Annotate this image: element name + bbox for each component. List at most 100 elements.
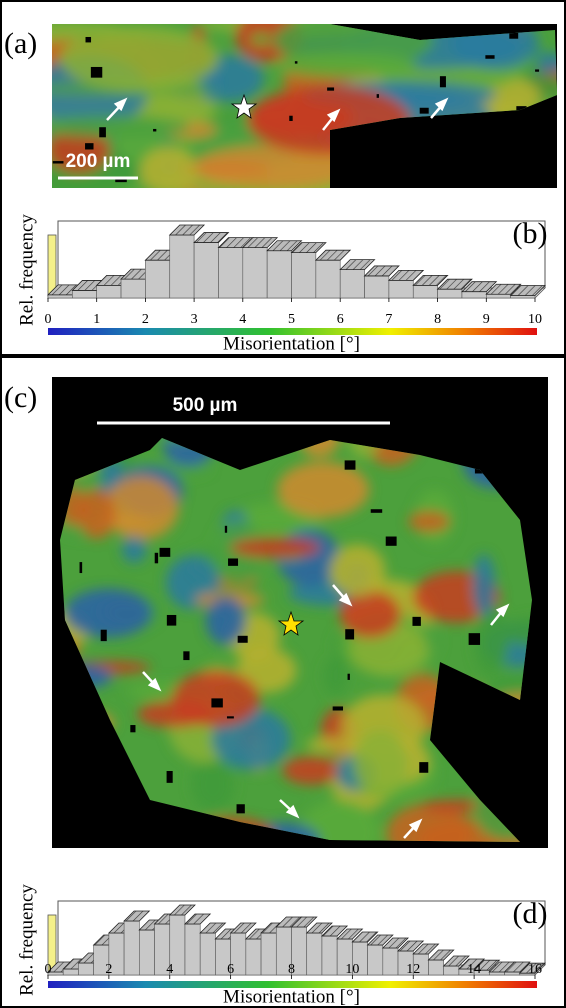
pore: [85, 143, 94, 150]
arrows: [106, 97, 510, 839]
bar: [139, 929, 155, 976]
bar: [291, 252, 317, 299]
bar: [96, 285, 122, 299]
bar-top: [442, 955, 470, 967]
pore: [370, 509, 383, 513]
pore: [159, 547, 171, 557]
pore: [226, 716, 234, 719]
x-tick-label: 7: [385, 312, 392, 327]
bar-top: [168, 224, 206, 236]
bar: [78, 962, 94, 976]
pore: [85, 36, 92, 43]
pore: [154, 552, 159, 564]
pore: [79, 562, 83, 574]
bar: [193, 242, 219, 299]
bar-top: [229, 922, 257, 934]
x-tick-label: 10: [345, 962, 359, 977]
pore: [236, 804, 245, 814]
x-tick-label: 14: [467, 962, 481, 977]
x-tick-label: 9: [483, 312, 490, 327]
bar: [120, 278, 146, 299]
pore: [485, 55, 495, 59]
pore: [153, 128, 157, 132]
bar-top: [412, 274, 449, 286]
grain: [205, 596, 246, 645]
grain: [191, 756, 235, 812]
grain: [230, 537, 321, 558]
panel-label: (d): [513, 897, 548, 930]
bar-top: [199, 922, 227, 934]
bar: [169, 234, 195, 299]
bar: [47, 294, 73, 299]
bar: [339, 269, 365, 299]
bar-top: [305, 922, 333, 934]
grain: [473, 605, 509, 676]
pore: [419, 762, 429, 773]
bar-top: [436, 278, 473, 290]
bar-top: [351, 931, 379, 943]
bar-top: [290, 242, 327, 254]
bar: [382, 947, 399, 976]
bar: [364, 275, 390, 299]
pore: [474, 466, 485, 474]
bar-top: [381, 937, 409, 949]
bar-top: [123, 910, 151, 922]
bar-top: [509, 285, 546, 296]
x-tick-label: 0: [45, 312, 52, 327]
pore: [166, 614, 177, 626]
grain: [339, 590, 401, 639]
bar-top: [412, 943, 440, 955]
grain: [250, 32, 272, 46]
bar: [62, 968, 79, 976]
back-wall: [57, 220, 546, 288]
grain: [353, 729, 408, 798]
bar-top: [518, 962, 546, 974]
bar-top: [184, 913, 212, 925]
bar-top: [503, 961, 531, 973]
pore: [228, 558, 239, 566]
bar-top: [397, 940, 425, 952]
pore: [509, 32, 519, 39]
bar-top: [460, 281, 498, 293]
pore: [385, 536, 397, 546]
grain: [323, 656, 348, 696]
x-tick-label: 0: [45, 962, 52, 977]
bar: [428, 959, 444, 976]
bar: [242, 247, 268, 299]
bar-top: [473, 959, 501, 971]
y-axis-label: Rel. frequency: [16, 214, 37, 326]
back-wall: [57, 900, 546, 965]
x-tick-label: 2: [142, 312, 149, 327]
pore: [166, 771, 173, 783]
pore: [294, 61, 298, 64]
bar-top: [339, 259, 376, 271]
pore: [99, 127, 106, 138]
grain: [300, 799, 380, 842]
panel-label: (c): [4, 381, 37, 414]
bar: [485, 293, 511, 299]
scale-bar-label: 500 µm: [173, 395, 238, 416]
bar-top: [168, 904, 196, 916]
x-tick-label: 1: [93, 312, 100, 327]
pore: [211, 698, 223, 708]
bar-top: [366, 934, 394, 946]
star-marker: [230, 93, 258, 119]
x-tick-label: 4: [239, 312, 246, 327]
grain: [104, 475, 179, 540]
bar-top: [336, 928, 364, 940]
pore: [52, 161, 64, 164]
bar-top: [266, 240, 303, 252]
pore: [115, 179, 127, 183]
color-bar: [48, 328, 537, 335]
bar: [367, 944, 384, 976]
grain: [60, 25, 219, 92]
pore: [332, 706, 344, 711]
y-axis-label: Rel. frequency: [16, 884, 37, 996]
grain: [194, 144, 357, 188]
pore: [535, 69, 540, 72]
grain: [347, 438, 381, 459]
bar: [123, 920, 140, 976]
pore: [237, 635, 248, 643]
bar-top: [457, 958, 486, 970]
x-axis-label: Misorientation [°]: [223, 333, 360, 354]
